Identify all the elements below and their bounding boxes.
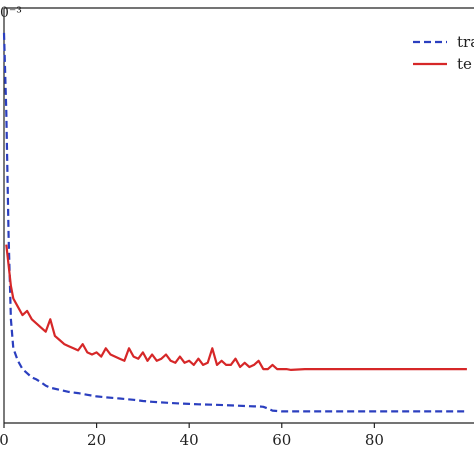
legend-label-tra: tra xyxy=(457,33,474,51)
x-tick-label-0: 0 xyxy=(0,431,9,449)
legend: tra te xyxy=(413,33,474,73)
legend-label-te: te xyxy=(457,55,472,73)
plot-area xyxy=(3,7,474,424)
x-tick-label-80: 80 xyxy=(365,431,384,449)
x-axis-ticks: 0 20 40 60 80 xyxy=(0,423,384,449)
y-scale-exponent-label: 0⁻³ xyxy=(0,5,22,21)
x-tick-label-20: 20 xyxy=(87,431,106,449)
x-tick-label-40: 40 xyxy=(180,431,199,449)
series-group xyxy=(2,32,467,413)
x-tick-label-60: 60 xyxy=(272,431,291,449)
series-line-tra xyxy=(2,32,467,413)
series-line-te xyxy=(5,244,467,371)
